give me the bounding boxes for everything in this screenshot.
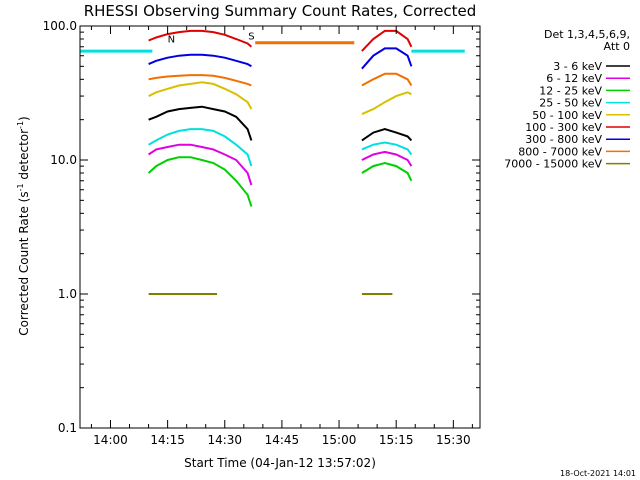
legend-label-300-800-kev: 300 - 800 keV xyxy=(525,133,602,146)
legend-label-50-100-kev: 50 - 100 keV xyxy=(532,109,602,122)
legend-label-12-25-kev: 12 - 25 keV xyxy=(539,84,602,97)
axis-ticks: 100.0 10.0 1.0 0.1 14:00 14:15 14:30 14:45 15:00… xyxy=(43,19,480,447)
x-tick-label: 14:15 xyxy=(150,433,185,447)
series-25-50-kev-line-0 xyxy=(148,128,253,167)
y-tick-label: 1.0 xyxy=(58,287,77,301)
series-800-7000-kev-line-0 xyxy=(148,74,252,87)
x-tick-label: 14:00 xyxy=(93,433,128,447)
series-100-300-kev-line-0 xyxy=(148,29,253,48)
legend-header-attenuator: Att 0 xyxy=(604,40,630,53)
y-tick-label: 10.0 xyxy=(50,153,77,167)
legend-label-3-6-kev: 3 - 6 keV xyxy=(553,60,602,73)
timestamp: 18-Oct-2021 14:01 xyxy=(560,469,636,478)
x-tick-label: 15:00 xyxy=(322,433,357,447)
series-50-100-kev-line-1 xyxy=(361,91,412,116)
series-12-25-kev-line-0 xyxy=(147,156,253,207)
x-axis-label: Start Time (04-Jan-12 13:57:02) xyxy=(184,456,376,470)
series-300-800-kev-line-1 xyxy=(361,47,413,70)
series-12-25-kev-line-1 xyxy=(361,161,413,182)
series-3-6-kev-line-0 xyxy=(148,105,253,141)
chart-title: RHESSI Observing Summary Count Rates, Co… xyxy=(84,2,477,20)
legend-label-25-50-kev: 25 - 50 keV xyxy=(539,97,602,110)
series-300-800-kev-line-0 xyxy=(148,53,252,68)
x-tick-label: 14:45 xyxy=(265,433,300,447)
y-axis-label: Corrected Count Rate (s-1 detector-1) xyxy=(16,116,31,335)
legend-label-7000-15000-kev: 7000 - 15000 keV xyxy=(504,158,602,171)
legend-header: Det 1,3,4,5,6,9, xyxy=(544,28,630,41)
y-tick-label: 0.1 xyxy=(58,421,77,435)
series-25-50-kev-line-1 xyxy=(361,141,413,156)
series-800-7000-kev-line-1 xyxy=(361,72,413,87)
plot-frame xyxy=(79,25,481,429)
legend-label-800-7000-kev: 800 - 7000 keV xyxy=(518,145,602,158)
x-tick-label: 14:30 xyxy=(207,433,242,447)
x-tick-label: 15:30 xyxy=(436,433,471,447)
marker-n: N xyxy=(168,35,175,46)
series-3-6-kev-line-1 xyxy=(361,128,413,142)
series-50-100-kev-line-0 xyxy=(148,81,253,110)
series-6-12-kev-line-1 xyxy=(361,150,413,167)
x-tick-label: 15:15 xyxy=(379,433,414,447)
legend-label-6-12-kev: 6 - 12 keV xyxy=(546,72,602,85)
y-tick-label: 100.0 xyxy=(43,19,77,33)
series-100-300-kev-line-1 xyxy=(361,29,413,52)
series-6-12-kev-line-0 xyxy=(148,143,253,186)
legend-label-100-300-kev: 100 - 300 keV xyxy=(525,121,602,134)
marker-s: S xyxy=(248,32,254,43)
